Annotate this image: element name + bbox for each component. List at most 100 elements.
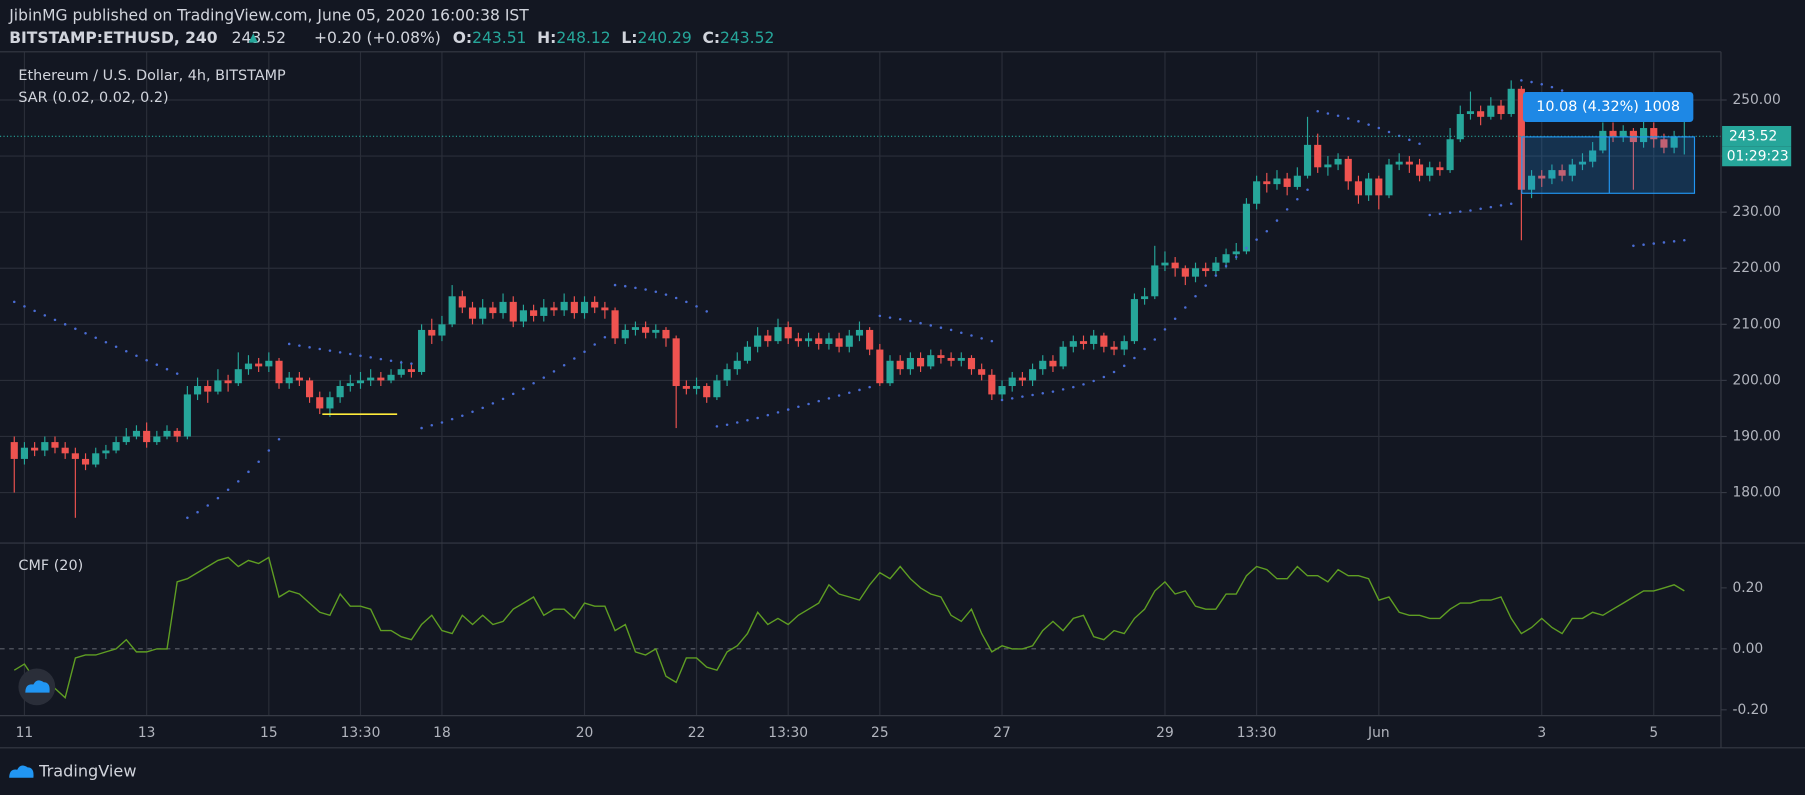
candle-body bbox=[1141, 296, 1149, 300]
sar-dot bbox=[1000, 398, 1004, 402]
sar-dot bbox=[715, 425, 719, 428]
y-tick-label: 180.00 bbox=[1732, 485, 1780, 501]
ohlc-key: C: bbox=[702, 28, 720, 46]
candle-body bbox=[1263, 181, 1271, 185]
candle-body bbox=[713, 380, 721, 398]
sar-dot bbox=[552, 370, 556, 373]
sar-dot bbox=[1662, 241, 1666, 244]
sar-dot bbox=[450, 417, 454, 421]
sar-dot bbox=[1245, 246, 1248, 250]
candle-body bbox=[682, 386, 690, 389]
candle-body bbox=[397, 369, 405, 375]
candle-body bbox=[957, 357, 965, 361]
sar-dot bbox=[1214, 274, 1218, 277]
sar-dot bbox=[440, 421, 444, 424]
sar-dot bbox=[898, 318, 902, 321]
candle-body bbox=[132, 430, 141, 437]
sar-dot bbox=[1061, 388, 1065, 391]
candle-body bbox=[214, 380, 222, 392]
sar-dot bbox=[583, 350, 586, 354]
sar-dot bbox=[1642, 243, 1645, 246]
sar-dot bbox=[786, 408, 790, 411]
candle-body bbox=[743, 346, 752, 361]
candle-body bbox=[41, 442, 49, 451]
y-tick-label: 0.00 bbox=[1732, 641, 1763, 657]
sar-dot bbox=[1509, 202, 1513, 206]
candle-body bbox=[1334, 158, 1342, 165]
sar-dot bbox=[949, 328, 953, 332]
last-price: 243.52 bbox=[232, 28, 286, 46]
sar-dot bbox=[1428, 213, 1431, 217]
candle-body bbox=[102, 450, 110, 454]
sar-dot bbox=[491, 402, 495, 405]
measure-label: 10.08 (4.32%) 1008 bbox=[1536, 99, 1680, 115]
brand: TradingView bbox=[38, 761, 136, 780]
sar-dot bbox=[206, 504, 210, 507]
ohlc-key: L: bbox=[621, 28, 637, 46]
candle-body bbox=[81, 458, 90, 465]
sar-dot bbox=[1438, 212, 1442, 216]
x-tick-label: 11 bbox=[16, 725, 34, 741]
sar-dot bbox=[1163, 328, 1167, 331]
sar-dot bbox=[1418, 142, 1421, 146]
sar-dot bbox=[1143, 347, 1146, 351]
sar-dot bbox=[1224, 264, 1228, 268]
x-tick-label: 3 bbox=[1537, 725, 1546, 741]
sar-dot bbox=[349, 352, 352, 356]
candle-body bbox=[234, 369, 242, 384]
sar-dot bbox=[532, 381, 535, 385]
candle-body bbox=[662, 329, 670, 339]
sar-dot bbox=[756, 416, 759, 420]
sar-dot bbox=[369, 356, 372, 359]
x-tick-label: Jun bbox=[1367, 725, 1390, 741]
candle-body bbox=[1049, 360, 1057, 367]
candle-body bbox=[183, 394, 191, 437]
y-tick-label: 190.00 bbox=[1732, 428, 1780, 444]
sar-dot bbox=[1530, 80, 1533, 84]
sar-dot bbox=[481, 406, 484, 410]
sar-dot bbox=[12, 300, 16, 304]
sar-dot bbox=[1652, 242, 1656, 245]
candle-body bbox=[428, 329, 436, 336]
candle-body bbox=[845, 335, 853, 347]
x-tick-label: 13 bbox=[138, 725, 156, 741]
candle-body bbox=[1079, 341, 1088, 344]
candle-body bbox=[804, 338, 813, 342]
candle-body bbox=[1161, 262, 1169, 266]
x-tick-label: 27 bbox=[993, 725, 1011, 741]
candle-body bbox=[1029, 369, 1037, 381]
sar-dot bbox=[1296, 197, 1299, 201]
candle-body bbox=[1130, 299, 1138, 342]
candle-body bbox=[621, 329, 629, 339]
candle-body bbox=[10, 442, 18, 459]
sar-dot bbox=[359, 354, 362, 357]
candle-body bbox=[601, 307, 609, 311]
candle-body bbox=[1039, 360, 1047, 370]
y-tick-label: 0.20 bbox=[1732, 580, 1763, 596]
candle-body bbox=[468, 307, 477, 319]
candle-body bbox=[1558, 170, 1566, 176]
symbol: BITSTAMP:ETHUSD, 240 bbox=[9, 28, 218, 46]
sar-dot bbox=[960, 331, 963, 335]
sar-dot bbox=[766, 413, 770, 417]
sar-dot bbox=[1316, 109, 1319, 113]
sar-dot bbox=[848, 391, 851, 395]
candle-body bbox=[1303, 144, 1312, 176]
candle-body bbox=[1181, 268, 1189, 277]
sar-dot bbox=[287, 342, 291, 346]
candle-body bbox=[448, 296, 456, 325]
sar-dot bbox=[501, 397, 505, 401]
sar-dot bbox=[1336, 114, 1340, 117]
measure-box bbox=[1521, 136, 1696, 194]
sar-dot bbox=[573, 357, 576, 360]
candle-body bbox=[530, 310, 538, 316]
sar-dot bbox=[389, 359, 393, 363]
publisher-line: JibinMG published on TradingView.com, Ju… bbox=[8, 7, 529, 25]
sar-dot bbox=[725, 423, 729, 426]
sar-dot bbox=[1153, 338, 1157, 341]
candle-body bbox=[1253, 181, 1261, 204]
sar-dot bbox=[257, 460, 260, 463]
sar-dot bbox=[226, 488, 230, 492]
ohlc-key: H: bbox=[537, 28, 556, 46]
sar-dot bbox=[980, 337, 983, 340]
